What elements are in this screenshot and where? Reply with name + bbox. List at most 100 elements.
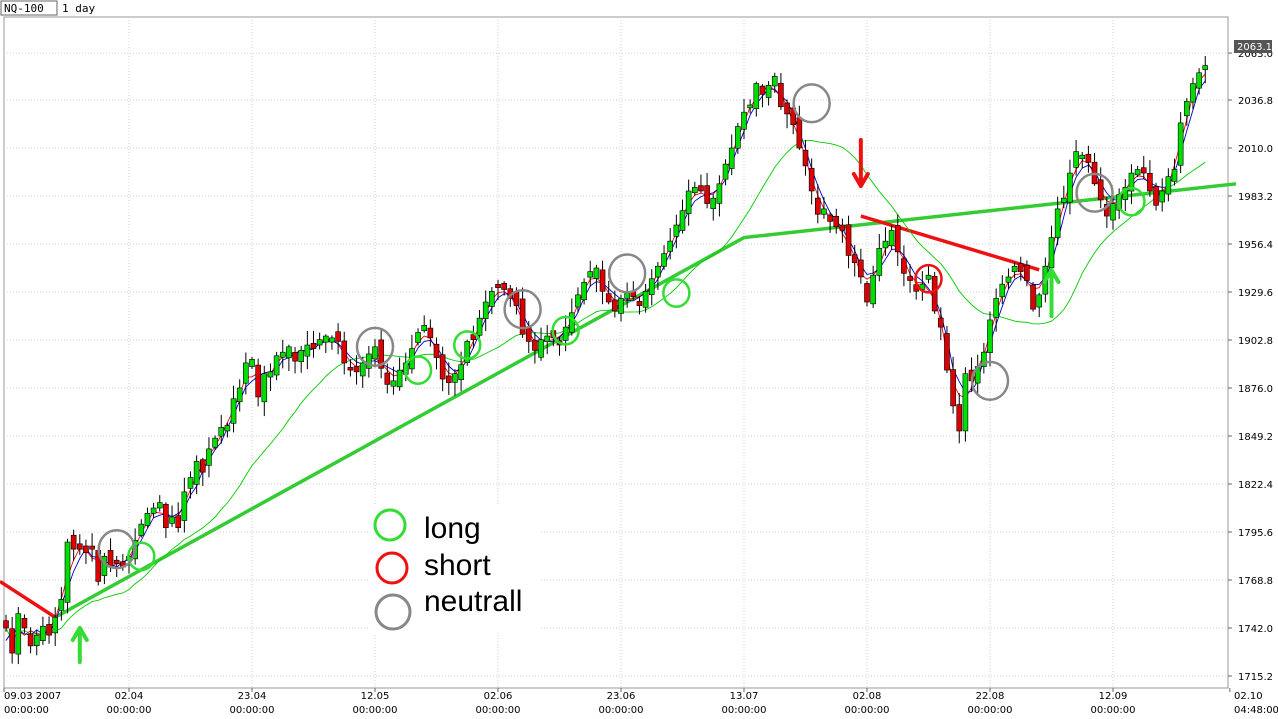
- signal-marker-neutral: [355, 326, 395, 367]
- moving-averages: [5, 73, 1206, 642]
- candle-body: [390, 380, 397, 387]
- candle-body: [981, 351, 987, 368]
- candle-body: [722, 163, 729, 180]
- candle-body: [710, 197, 717, 209]
- candle-body: [433, 343, 440, 358]
- candle-body: [882, 240, 889, 249]
- signal-marker-long: [1117, 186, 1146, 217]
- candle-body: [778, 83, 784, 108]
- last-price-tag: 2063.1: [1234, 40, 1272, 53]
- candle-body: [1184, 101, 1190, 117]
- moving-average-line: [5, 80, 1206, 641]
- signal-marker-long: [662, 278, 691, 308]
- candle-body: [937, 317, 944, 328]
- last-price-value: 2063.1: [1237, 42, 1272, 53]
- candle-body: [1110, 203, 1116, 221]
- candle-body: [1097, 179, 1104, 201]
- candle-body: [156, 502, 163, 509]
- x-tick-time: 00:00:00: [230, 705, 275, 716]
- candle-body: [716, 183, 723, 204]
- candle-body: [655, 265, 661, 278]
- signal-marker-long: [453, 330, 482, 360]
- candle-body: [1079, 154, 1086, 160]
- candle-body: [525, 327, 532, 342]
- x-tick-time: 00:00:00: [1091, 705, 1136, 716]
- candle-body: [113, 559, 120, 564]
- candle-body: [925, 274, 932, 280]
- candle-body: [378, 339, 384, 369]
- candle-body: [384, 372, 391, 385]
- candle-body: [802, 149, 809, 167]
- signal-marker-short: [914, 263, 943, 294]
- candle-body: [33, 634, 40, 646]
- candle-body: [341, 340, 348, 364]
- y-tick-label: 1876.0: [1238, 384, 1273, 395]
- candle-body: [1048, 237, 1055, 269]
- candle-body: [1024, 264, 1030, 281]
- candle-body: [679, 210, 686, 231]
- candle-body: [1134, 169, 1141, 176]
- candle-body: [21, 618, 28, 629]
- x-tick-date: 02.06: [484, 691, 513, 702]
- candle-body: [200, 459, 206, 473]
- x-tick-time: 00:00:00: [476, 705, 521, 716]
- trendline: [860, 214, 1040, 272]
- x-tick-time: 04:48:00: [1234, 705, 1278, 716]
- candle-body: [415, 332, 421, 343]
- y-tick-label: 2063.0: [1238, 49, 1273, 60]
- candle-body: [206, 448, 212, 466]
- candle-body: [814, 197, 821, 215]
- candle-body: [642, 290, 649, 308]
- candle-body: [1073, 151, 1079, 168]
- candle-body: [888, 230, 895, 247]
- candle-body: [359, 362, 366, 377]
- x-tick-date: 02.04: [115, 691, 144, 702]
- grid: [4, 17, 1228, 688]
- candles: [3, 56, 1209, 665]
- candle-body: [839, 224, 846, 231]
- candle-body: [612, 299, 618, 312]
- candle-body: [833, 215, 840, 228]
- x-tick-time: 00:00:00: [845, 705, 890, 716]
- candle-body: [267, 371, 274, 378]
- candle-body: [858, 259, 864, 278]
- candle-body: [1153, 186, 1159, 206]
- signal-markers: [97, 83, 1146, 572]
- candle-body: [470, 334, 477, 340]
- candle-body: [243, 362, 249, 384]
- candle-body: [1011, 265, 1018, 273]
- candle-body: [993, 298, 999, 318]
- candle-body: [587, 271, 594, 278]
- candle-body: [1030, 284, 1036, 310]
- y-tick-label: 2036.8: [1238, 96, 1273, 107]
- candle-body: [335, 331, 341, 342]
- legend-neutral-label: neutrall: [424, 585, 522, 618]
- candle-body: [218, 427, 225, 437]
- x-tick-date: 22.08: [976, 691, 1005, 702]
- candle-body: [163, 503, 169, 529]
- candle-body: [901, 258, 907, 274]
- y-tick-label: 1929.6: [1238, 288, 1273, 299]
- signal-marker-long: [127, 541, 156, 572]
- candle-body: [261, 373, 268, 403]
- candle-body: [372, 346, 378, 360]
- signal-marker-neutral: [503, 289, 542, 330]
- candle-body: [70, 534, 77, 550]
- legend-neutral-marker: [374, 593, 412, 631]
- legend-short-label: short: [424, 549, 491, 582]
- x-tick-date: 12.09: [1099, 691, 1128, 702]
- candle-body: [538, 339, 544, 358]
- candle-body: [950, 369, 956, 407]
- moving-average-line: [5, 73, 1206, 641]
- candle-body: [513, 291, 520, 306]
- signal-arrows: [70, 138, 1061, 664]
- candle-body: [575, 294, 581, 308]
- legend-long-marker: [373, 508, 407, 542]
- x-tick-date: 13.07: [730, 691, 759, 702]
- candle-body: [292, 352, 298, 362]
- candle-body: [175, 515, 181, 529]
- candle-body: [753, 83, 760, 109]
- candle-body: [439, 354, 446, 380]
- candle-body: [353, 366, 360, 373]
